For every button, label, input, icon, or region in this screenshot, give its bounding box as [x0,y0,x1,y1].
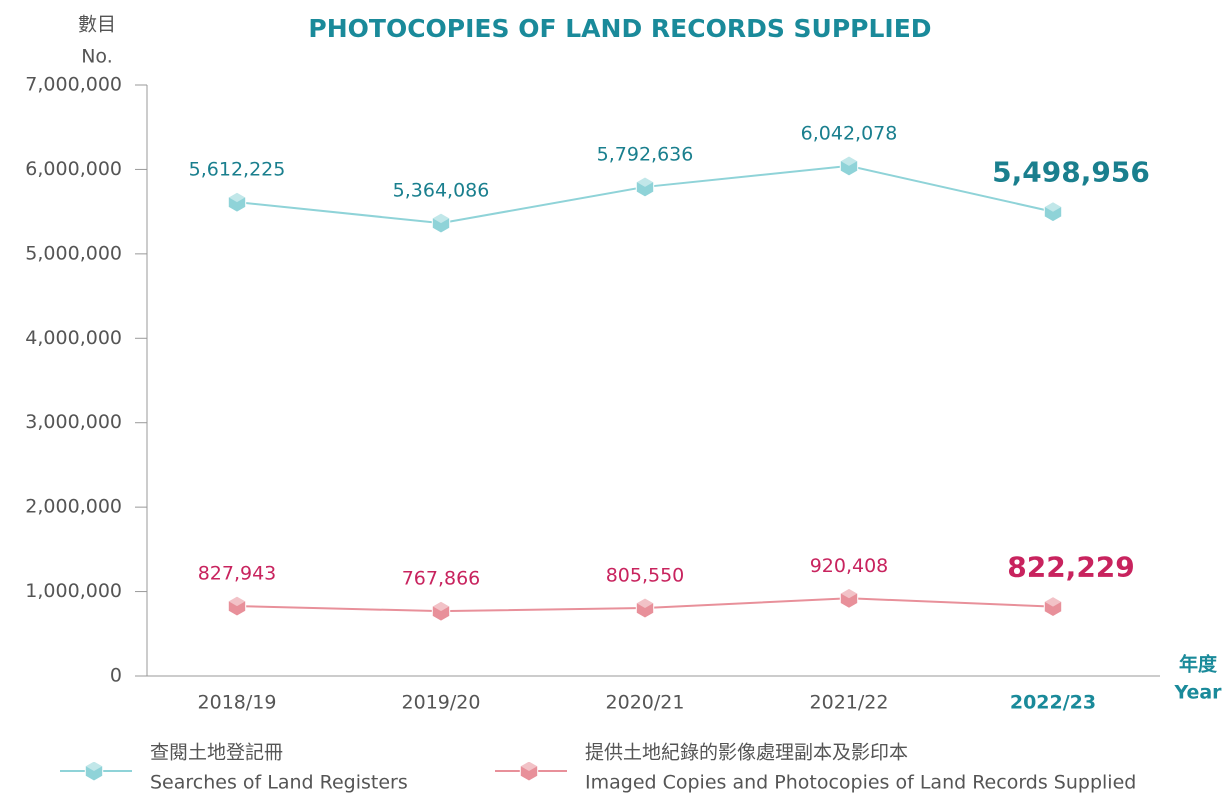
y-axis-label: 數目 [78,14,116,36]
y-tick-label: 2,000,000 [25,496,122,518]
data-point [431,212,451,234]
data-point [1043,201,1063,223]
x-tick-label: 2020/21 [606,692,685,714]
marker-highlight [1044,201,1062,212]
legend-label: Searches of Land Registers [150,772,408,794]
data-label: 767,866 [402,568,481,590]
y-tick-label: 5,000,000 [25,242,122,264]
data-label: 5,792,636 [597,143,694,165]
data-point [635,176,655,198]
marker-highlight [228,596,246,607]
data-point [227,595,247,617]
data-point [839,155,859,177]
marker-highlight [85,761,103,771]
data-point [839,587,859,609]
data-label: 920,408 [810,555,889,577]
data-label: 5,498,956 [992,156,1150,189]
data-label: 6,042,078 [801,122,898,144]
legend-label: 提供土地紀錄的影像處理副本及影印本 [585,742,908,764]
y-tick-label: 6,000,000 [25,158,122,180]
x-tick-label: 2022/23 [1010,692,1096,714]
data-label: 5,612,225 [189,159,286,181]
x-tick-label: 2018/19 [198,692,277,714]
data-label: 827,943 [198,563,277,585]
marker-highlight [432,601,450,612]
data-point [1043,596,1063,618]
legend-label: 查閱土地登記冊 [150,742,283,764]
data-point [431,600,451,622]
y-tick-label: 7,000,000 [25,74,122,96]
legend-label: Imaged Copies and Photocopies of Land Re… [585,772,1136,794]
y-tick-label: 3,000,000 [25,411,122,433]
chart-title: PHOTOCOPIES OF LAND RECORDS SUPPLIED [308,14,931,43]
marker-highlight [636,597,654,608]
data-label: 822,229 [1007,551,1135,584]
marker-highlight [636,176,654,187]
y-tick-label: 1,000,000 [25,580,122,602]
data-point [227,191,247,213]
marker-highlight [432,213,450,224]
x-tick-label: 2021/22 [810,692,889,714]
x-tick-label: 2019/20 [402,692,481,714]
marker-highlight [520,761,538,771]
marker-highlight [840,155,858,166]
marker-highlight [228,192,246,203]
data-point [635,597,655,619]
data-label: 805,550 [606,564,685,586]
marker-highlight [840,588,858,599]
legend-marker [84,760,104,782]
legend-marker [519,760,539,782]
y-tick-label: 0 [110,665,122,687]
x-axis-label: 年度 [1179,653,1218,676]
marker-highlight [1044,596,1062,607]
y-tick-label: 4,000,000 [25,327,122,349]
y-axis-label: No. [81,46,113,68]
x-axis-label: Year [1173,682,1222,704]
data-label: 5,364,086 [393,180,490,202]
